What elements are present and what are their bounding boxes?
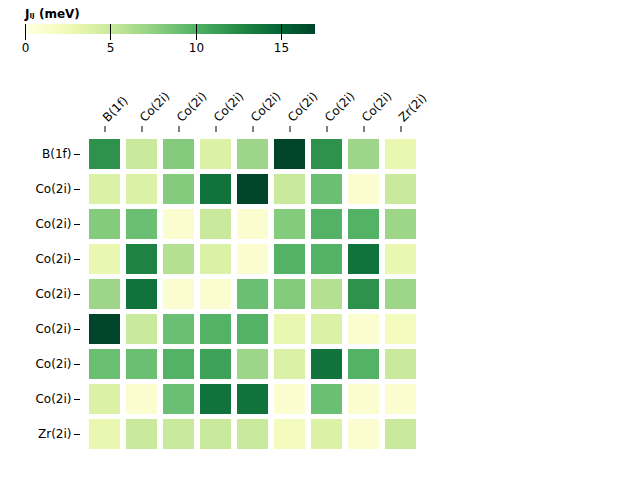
svg-text:Co(2i): Co(2i) — [359, 89, 394, 124]
svg-text:Co(2i): Co(2i) — [35, 357, 71, 371]
svg-text:B(1f): B(1f) — [100, 94, 131, 125]
svg-text:Co(2i): Co(2i) — [35, 182, 71, 196]
svg-text:Co(2i): Co(2i) — [35, 322, 71, 336]
svg-text:Co(2i): Co(2i) — [248, 89, 283, 124]
svg-text:Co(2i): Co(2i) — [174, 89, 209, 124]
svg-text:Co(2i): Co(2i) — [35, 287, 71, 301]
svg-text:Zr(2i): Zr(2i) — [396, 91, 430, 125]
svg-text:Co(2i): Co(2i) — [35, 392, 71, 406]
svg-text:B(1f): B(1f) — [42, 147, 71, 161]
svg-text:0: 0 — [22, 41, 30, 55]
svg-text:Jᵢⱼ (meV): Jᵢⱼ (meV) — [24, 7, 80, 21]
svg-text:Zr(2i): Zr(2i) — [38, 427, 72, 441]
svg-text:Co(2i): Co(2i) — [211, 89, 246, 124]
svg-text:Co(2i): Co(2i) — [322, 89, 357, 124]
svg-text:15: 15 — [274, 41, 289, 55]
svg-text:10: 10 — [189, 41, 204, 55]
svg-text:Co(2i): Co(2i) — [285, 89, 320, 124]
svg-text:Co(2i): Co(2i) — [35, 252, 71, 266]
svg-text:Co(2i): Co(2i) — [137, 89, 172, 124]
svg-text:5: 5 — [107, 41, 115, 55]
svg-text:Co(2i): Co(2i) — [35, 217, 71, 231]
